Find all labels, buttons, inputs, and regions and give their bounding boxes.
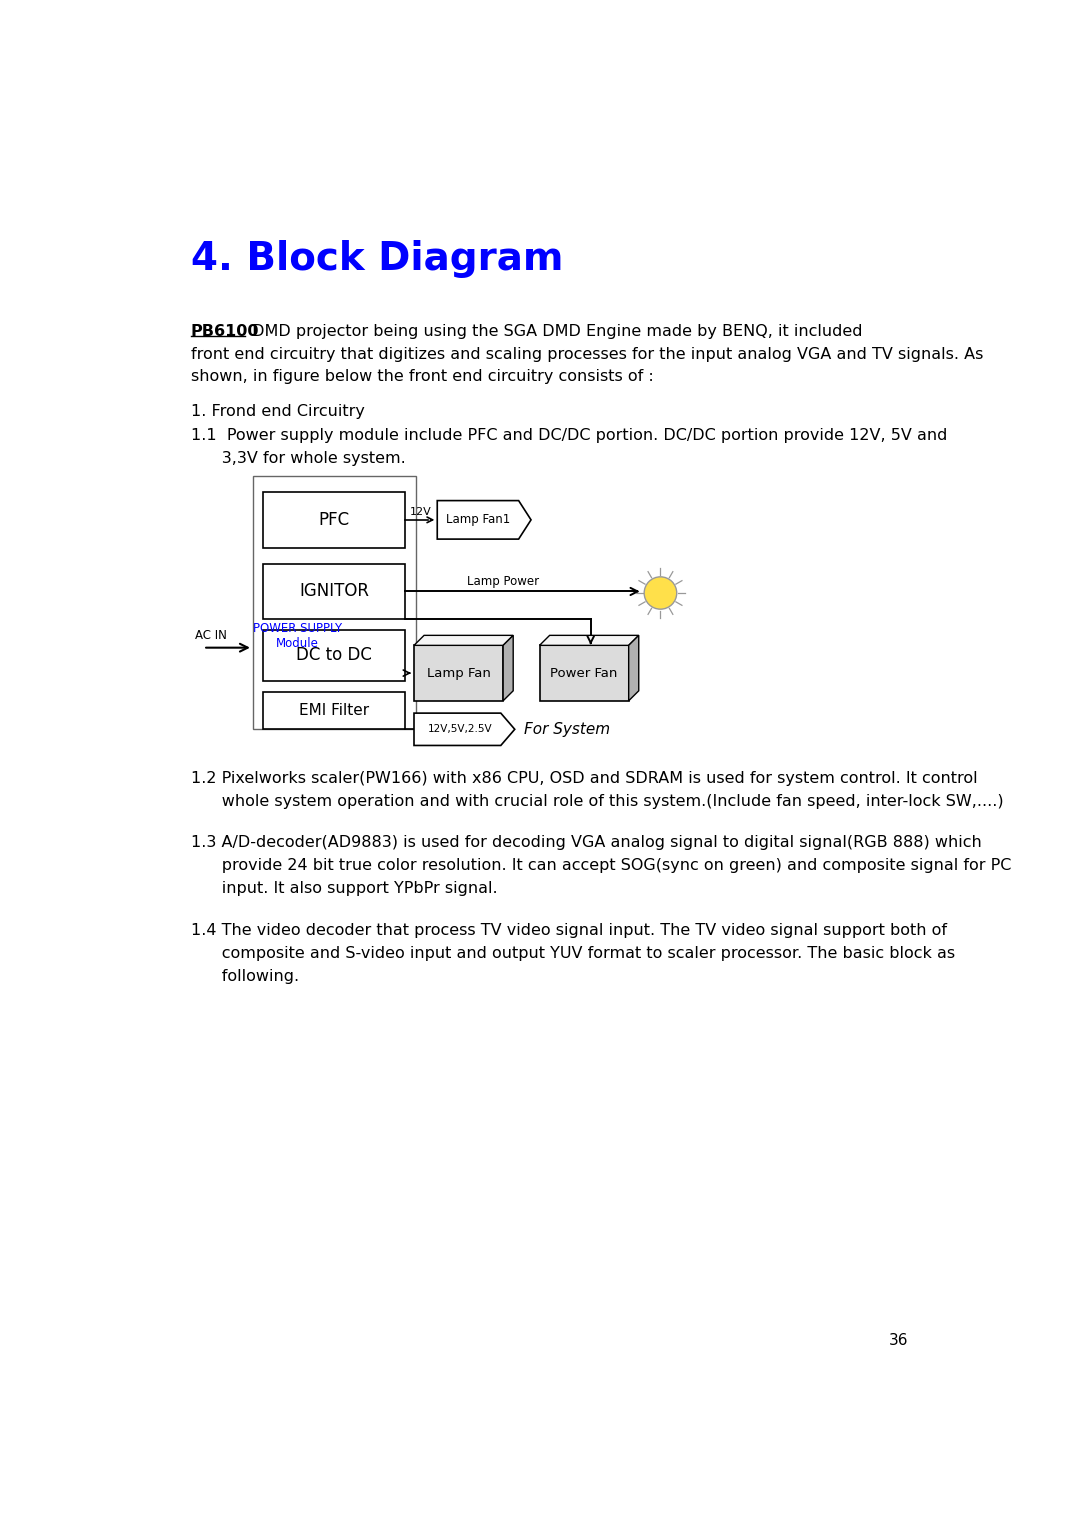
Bar: [540, 645, 629, 701]
Text: AC IN: AC IN: [195, 628, 227, 642]
Bar: [262, 692, 405, 729]
Text: For System: For System: [524, 721, 610, 736]
Text: input. It also support YPbPr signal.: input. It also support YPbPr signal.: [191, 882, 498, 895]
Text: DC to DC: DC to DC: [296, 646, 373, 665]
Text: Lamp Fan1: Lamp Fan1: [446, 513, 510, 526]
Circle shape: [644, 578, 677, 610]
Text: POWER SUPPLY
Module: POWER SUPPLY Module: [253, 622, 342, 651]
Text: PB6100: PB6100: [191, 324, 259, 339]
Text: 1. Frond end Circuitry: 1. Frond end Circuitry: [191, 403, 365, 419]
Bar: [414, 645, 503, 701]
Text: PFC: PFC: [319, 510, 350, 529]
Polygon shape: [540, 636, 638, 645]
Text: following.: following.: [191, 969, 299, 984]
Bar: [262, 630, 405, 681]
Polygon shape: [437, 501, 531, 539]
Text: DMD projector being using the SGA DMD Engine made by BENQ, it included: DMD projector being using the SGA DMD En…: [246, 324, 862, 339]
Polygon shape: [414, 714, 515, 746]
Text: front end circuitry that digitizes and scaling processes for the input analog VG: front end circuitry that digitizes and s…: [191, 347, 983, 362]
Bar: [262, 564, 405, 619]
Text: 1.3 A/D-decoder(AD9883) is used for decoding VGA analog signal to digital signal: 1.3 A/D-decoder(AD9883) is used for deco…: [191, 834, 982, 850]
Text: Lamp Fan: Lamp Fan: [427, 666, 490, 680]
Text: Power Fan: Power Fan: [551, 666, 618, 680]
Text: provide 24 bit true color resolution. It can accept SOG(sync on green) and compo: provide 24 bit true color resolution. It…: [191, 857, 1011, 872]
Text: 4. Block Diagram: 4. Block Diagram: [191, 240, 564, 278]
Text: EMI Filter: EMI Filter: [299, 703, 369, 718]
Text: IGNITOR: IGNITOR: [299, 582, 369, 601]
Text: whole system operation and with crucial role of this system.(Include fan speed, : whole system operation and with crucial …: [191, 795, 1003, 808]
Text: 1.2 Pixelworks scaler(PW166) with x86 CPU, OSD and SDRAM is used for system cont: 1.2 Pixelworks scaler(PW166) with x86 CP…: [191, 770, 977, 785]
Text: 36: 36: [889, 1332, 908, 1348]
Text: shown, in figure below the front end circuitry consists of :: shown, in figure below the front end cir…: [191, 368, 653, 384]
Polygon shape: [629, 636, 638, 701]
Text: 3,3V for whole system.: 3,3V for whole system.: [191, 451, 406, 466]
Text: 12V: 12V: [410, 507, 432, 516]
Bar: [262, 492, 405, 547]
Text: 1.1  Power supply module include PFC and DC/DC portion. DC/DC portion provide 12: 1.1 Power supply module include PFC and …: [191, 428, 947, 443]
Bar: [253, 475, 416, 729]
Text: 1.4 The video decoder that process TV video signal input. The TV video signal su: 1.4 The video decoder that process TV vi…: [191, 923, 947, 938]
Polygon shape: [503, 636, 513, 701]
Text: Lamp Power: Lamp Power: [467, 575, 539, 588]
Polygon shape: [414, 636, 513, 645]
Text: 12V,5V,2.5V: 12V,5V,2.5V: [428, 724, 492, 735]
Text: composite and S-video input and output YUV format to scaler processor. The basic: composite and S-video input and output Y…: [191, 946, 955, 961]
